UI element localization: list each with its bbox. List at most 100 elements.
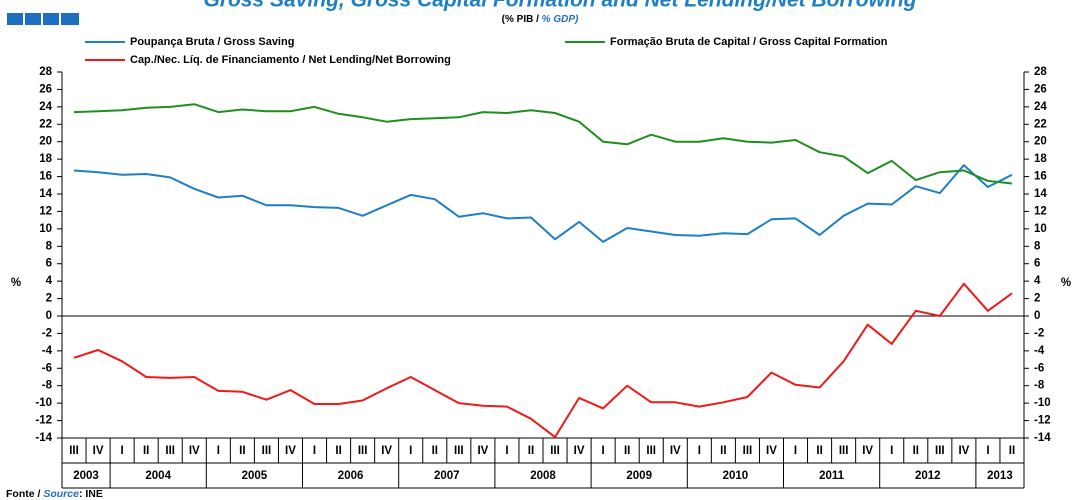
- x-tick-label: II: [143, 445, 149, 457]
- subtitle: (% PIB / % GDP): [502, 14, 579, 25]
- series-line: [73, 282, 1013, 439]
- x-tick-label: II: [432, 445, 438, 457]
- year-label: 2012: [915, 470, 941, 482]
- x-tick-label: III: [743, 445, 753, 457]
- y2-tick-label: -14: [1034, 432, 1051, 444]
- series-line: [73, 164, 1013, 243]
- legend-label: Formação Bruta de Capital / Gross Capita…: [610, 36, 888, 48]
- x-tick-label: II: [720, 445, 726, 457]
- y2-tick-label: 2: [1034, 293, 1040, 305]
- y2-tick-label: -12: [1034, 415, 1051, 427]
- year-label: 2013: [987, 470, 1013, 482]
- x-tick-label: III: [69, 445, 79, 457]
- x-tick-label: II: [1009, 445, 1015, 457]
- y2-tick-label: 20: [1034, 136, 1047, 148]
- year-label: 2004: [145, 470, 171, 482]
- subtitle-pt: (% PIB /: [502, 14, 539, 25]
- year-label: 2010: [723, 470, 749, 482]
- year-label: 2008: [530, 470, 556, 482]
- y-tick-label: -14: [35, 432, 52, 444]
- y2-tick-label: 6: [1034, 258, 1040, 270]
- x-tick-label: III: [454, 445, 464, 457]
- y2-tick-label: 22: [1034, 118, 1047, 130]
- y-tick-label: 18: [39, 153, 52, 165]
- y-tick-label: -4: [42, 345, 53, 357]
- y2-axis-label: %: [1061, 277, 1071, 289]
- x-tick-label: II: [913, 445, 919, 457]
- x-tick-label: IV: [958, 445, 969, 457]
- x-tick-label: II: [528, 445, 534, 457]
- y-tick-label: 14: [39, 188, 52, 200]
- y2-tick-label: 4: [1034, 275, 1041, 287]
- x-tick-label: III: [839, 445, 849, 457]
- legend-label: Poupança Bruta / Gross Saving: [130, 36, 294, 48]
- x-tick-label: IV: [670, 445, 681, 457]
- y2-tick-label: 18: [1034, 153, 1047, 165]
- y-tick-label: -12: [35, 415, 52, 427]
- y-tick-label: 12: [39, 205, 52, 217]
- x-tick-label: II: [335, 445, 341, 457]
- y-tick-label: 28: [39, 66, 52, 78]
- y-tick-label: 20: [39, 136, 52, 148]
- y-tick-label: 8: [46, 240, 53, 252]
- series-line: [73, 103, 1013, 185]
- x-tick-label: III: [550, 445, 560, 457]
- x-tick-label: III: [646, 445, 656, 457]
- y-tick-label: 2: [46, 293, 52, 305]
- legend-label: Cap./Nec. Líq. de Financiamento / Net Le…: [130, 54, 451, 66]
- year-label: 2009: [626, 470, 652, 482]
- y2-tick-label: -10: [1034, 397, 1051, 409]
- x-tick-label: I: [794, 445, 797, 457]
- y2-tick-label: -6: [1034, 362, 1044, 374]
- y-tick-label: 0: [46, 310, 52, 322]
- x-tick-label: III: [935, 445, 945, 457]
- y-tick-label: 26: [39, 83, 52, 95]
- x-tick-label: IV: [862, 445, 873, 457]
- y-tick-label: 6: [46, 258, 52, 270]
- y2-tick-label: 12: [1034, 205, 1047, 217]
- chart-title: Gross Saving, Gross Capital Formation an…: [204, 0, 917, 12]
- x-tick-label: IV: [477, 445, 488, 457]
- y2-tick-label: 28: [1034, 66, 1047, 78]
- y2-tick-label: 8: [1034, 240, 1041, 252]
- x-tick-label: IV: [93, 445, 104, 457]
- x-tick-label: I: [313, 445, 316, 457]
- x-tick-label: IV: [189, 445, 200, 457]
- x-tick-label: II: [816, 445, 822, 457]
- logo-blocks: [7, 13, 79, 25]
- source: Fonte / Source: INE: [6, 488, 103, 500]
- y2-tick-label: -2: [1034, 327, 1044, 339]
- x-tick-label: IV: [574, 445, 585, 457]
- y-tick-label: -2: [42, 327, 52, 339]
- x-tick-label: I: [890, 445, 893, 457]
- x-tick-label: III: [262, 445, 272, 457]
- x-tick-label: I: [121, 445, 124, 457]
- year-label: 2006: [338, 470, 364, 482]
- x-tick-label: III: [358, 445, 368, 457]
- y-tick-label: 24: [39, 101, 52, 113]
- y2-tick-label: 16: [1034, 171, 1047, 183]
- source-pt: Fonte /: [6, 488, 40, 500]
- x-tick-label: IV: [766, 445, 777, 457]
- y-tick-label: -6: [42, 362, 52, 374]
- y2-tick-label: 24: [1034, 101, 1047, 113]
- year-label: 2005: [242, 470, 268, 482]
- subtitle-en: % GDP): [542, 14, 579, 25]
- y2-tick-label: -4: [1034, 345, 1045, 357]
- x-tick-label: I: [505, 445, 508, 457]
- x-tick-label: I: [986, 445, 989, 457]
- y-axis-label: %: [11, 277, 21, 289]
- x-tick-label: I: [602, 445, 605, 457]
- year-label: 2003: [73, 470, 99, 482]
- y-tick-label: -8: [42, 380, 53, 392]
- y2-tick-label: 0: [1034, 310, 1040, 322]
- y-tick-label: 4: [46, 275, 53, 287]
- x-tick-label: I: [217, 445, 220, 457]
- x-tick-label: I: [409, 445, 412, 457]
- x-tick-label: II: [239, 445, 245, 457]
- year-label: 2011: [819, 470, 845, 482]
- source-rest: : INE: [79, 488, 103, 500]
- year-label: 2007: [434, 470, 460, 482]
- x-tick-label: IV: [285, 445, 296, 457]
